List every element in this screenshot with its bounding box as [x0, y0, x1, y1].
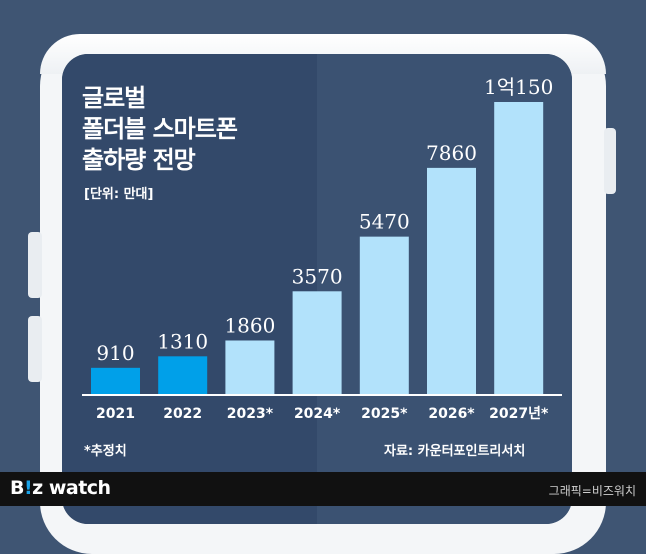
source-note: 자료: 카운터포인트리서치: [384, 444, 526, 459]
bar-2026: [427, 167, 476, 394]
x-tick-label: 2026*: [428, 406, 475, 422]
bar-2023: [225, 340, 275, 394]
bar-2027: [494, 102, 544, 394]
bar-value-label: 910: [96, 341, 134, 365]
graphic-credit: 그래픽=비즈워치: [548, 484, 636, 498]
bar-2025: [359, 236, 409, 394]
bar-2024: [292, 291, 342, 394]
bar-2021: [91, 367, 140, 394]
phone-side-button-bottom: [28, 316, 42, 382]
bar-2022: [158, 356, 208, 394]
bar-chart: 910 2021 1310 2022 1860 2023* 3570 2024* 5470 202…: [82, 75, 562, 422]
x-tick-label: 2027년*: [489, 406, 549, 422]
bizwatch-logo: B!z watch: [10, 477, 111, 499]
phone-side-button-top: [28, 232, 42, 298]
x-tick-label: 2021: [96, 406, 135, 422]
x-tick-label: 2024*: [294, 406, 341, 422]
bar-value-label: 7860: [426, 141, 477, 165]
bar-value-label: 5470: [359, 210, 410, 234]
bar-value-label: 1억150: [484, 75, 553, 99]
x-tick-label: 2025*: [361, 406, 408, 422]
estimate-footnote: *추정치: [84, 444, 127, 459]
brand-bar: B!z watch 그래픽=비즈워치: [0, 472, 646, 506]
bar-value-label: 1310: [157, 329, 208, 353]
x-tick-label: 2023*: [227, 406, 274, 422]
bar-value-label: 3570: [292, 264, 343, 288]
phone-screen: [62, 54, 572, 524]
x-tick-label: 2022: [163, 406, 202, 422]
bar-value-label: 1860: [224, 313, 275, 337]
phone-power-button: [604, 128, 616, 194]
chart-title-line-3: 출하량 전망: [82, 146, 196, 174]
unit-label: [단위: 만대]: [84, 187, 154, 202]
chart-title-line-2: 폴더블 스마트폰: [82, 115, 238, 143]
chart-title-line-1: 글로벌: [82, 84, 146, 112]
screen-left-panel: [62, 54, 317, 524]
